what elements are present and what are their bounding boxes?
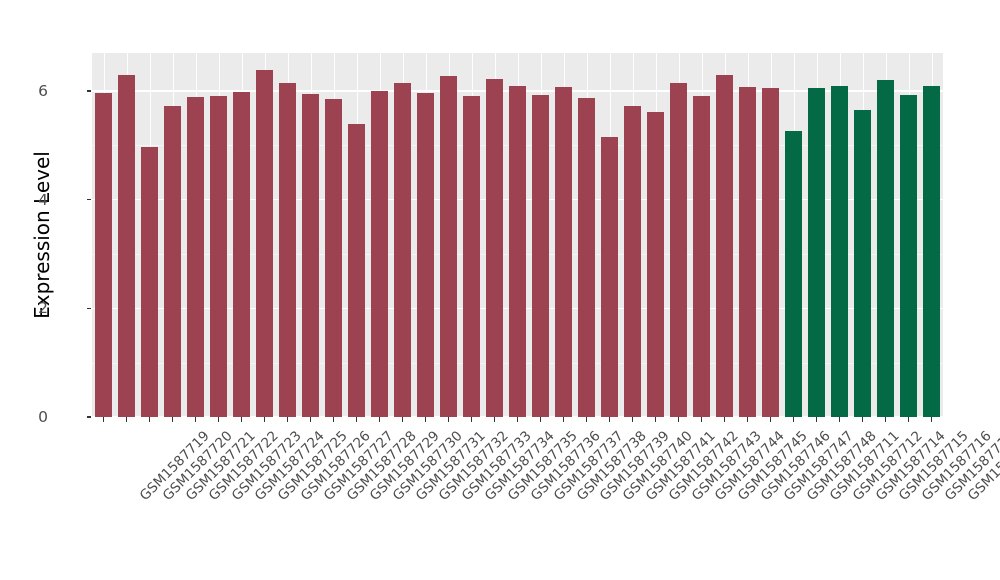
- x-axis-tick-mark: [516, 417, 519, 422]
- x-axis-tick-mark: [562, 417, 565, 422]
- bar: [739, 87, 756, 417]
- x-axis-tick-mark: [286, 417, 289, 422]
- bar: [486, 78, 503, 417]
- bar: [716, 75, 733, 417]
- x-axis-tick-mark: [861, 417, 864, 422]
- x-axis-tick-mark: [424, 417, 427, 422]
- x-axis-tick-mark: [447, 417, 450, 422]
- bar: [509, 86, 526, 417]
- x-axis-tick-mark: [884, 417, 887, 422]
- x-axis-tick-mark: [401, 417, 404, 422]
- x-axis-tick-mark: [723, 417, 726, 422]
- x-axis-tick-mark: [838, 417, 841, 422]
- bar: [578, 97, 595, 417]
- x-axis-tick-mark: [654, 417, 657, 422]
- x-axis-tick-mark: [792, 417, 795, 422]
- bar: [141, 147, 158, 417]
- x-axis-tick-mark: [700, 417, 703, 422]
- y-axis-tick-label: 4: [38, 190, 48, 209]
- bar: [233, 91, 250, 417]
- bar: [164, 106, 181, 417]
- y-axis-tick-mark: [87, 416, 91, 418]
- x-axis-tick-mark: [769, 417, 772, 422]
- x-axis-tick-mark: [217, 417, 220, 422]
- bar: [693, 96, 710, 417]
- x-axis-tick-mark: [378, 417, 381, 422]
- bar: [624, 106, 641, 417]
- y-axis-tick-mark: [87, 307, 91, 309]
- x-axis-labels: GSM1587719 GSM1587720 GSM1587721 GSM1587722…: [0, 424, 1000, 574]
- bar: [555, 87, 572, 417]
- bar: [348, 123, 365, 417]
- bar: [118, 75, 135, 417]
- x-axis-tick-mark: [355, 417, 358, 422]
- y-axis-tick-label: 0: [38, 408, 48, 426]
- bar: [762, 88, 779, 417]
- bar: [256, 70, 273, 417]
- bar: [371, 90, 388, 417]
- bar: [923, 85, 940, 417]
- bar: [210, 95, 227, 417]
- x-axis-tick-mark: [677, 417, 680, 422]
- bar: [601, 136, 618, 417]
- x-axis-tick-mark: [493, 417, 496, 422]
- bar: [532, 95, 549, 417]
- bar: [325, 98, 342, 417]
- x-axis-tick-mark: [125, 417, 128, 422]
- bar: [302, 93, 319, 417]
- bar: [187, 97, 204, 417]
- x-axis-tick-mark: [746, 417, 749, 422]
- x-axis-tick-mark: [102, 417, 105, 422]
- x-axis-tick-mark: [608, 417, 611, 422]
- bar: [279, 82, 296, 417]
- x-axis-tick-mark: [194, 417, 197, 422]
- bar: [394, 82, 411, 417]
- x-axis-tick-mark: [309, 417, 312, 422]
- bar: [417, 93, 434, 417]
- x-axis-tick-mark: [470, 417, 473, 422]
- bar: [95, 93, 112, 417]
- x-axis-tick-mark: [631, 417, 634, 422]
- bar: [785, 130, 802, 417]
- x-axis-tick-mark: [148, 417, 151, 422]
- plot-panel: [92, 53, 943, 418]
- y-axis-tick-mark: [87, 199, 91, 201]
- x-axis-tick-mark: [332, 417, 335, 422]
- bar: [877, 79, 894, 417]
- bar: [854, 109, 871, 417]
- bar: [463, 95, 480, 417]
- bar: [831, 85, 848, 417]
- x-axis-tick-mark: [240, 417, 243, 422]
- bar: [808, 88, 825, 417]
- bar: [670, 82, 687, 417]
- y-axis-tick-label: 2: [38, 299, 48, 318]
- x-axis-tick-mark: [907, 417, 910, 422]
- bar: [900, 94, 917, 417]
- y-axis-tick-label: 6: [38, 82, 48, 101]
- bar-series: [92, 53, 943, 417]
- x-axis-tick-mark: [930, 417, 933, 422]
- x-axis-tick-mark: [171, 417, 174, 422]
- x-axis-tick-mark: [585, 417, 588, 422]
- bar: [440, 76, 457, 417]
- x-axis-tick-mark: [539, 417, 542, 422]
- x-axis-tick-mark: [815, 417, 818, 422]
- bar: [647, 111, 664, 417]
- y-axis-tick-mark: [87, 90, 91, 92]
- y-axis-title: Expression Level: [30, 151, 54, 319]
- x-axis-tick-mark: [263, 417, 266, 422]
